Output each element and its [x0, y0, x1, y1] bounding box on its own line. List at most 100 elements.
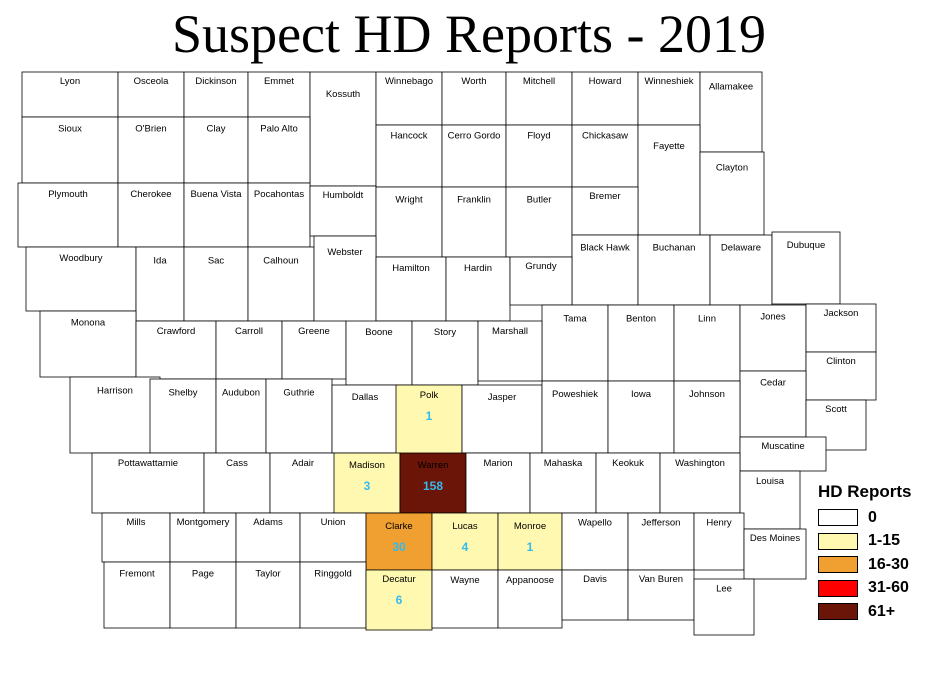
county-boone [345, 320, 413, 386]
county-polk [395, 384, 463, 458]
county-name-appanoose: Appanoose [506, 575, 554, 586]
county-name-harrison: Harrison [97, 386, 133, 397]
county-monroe [497, 512, 563, 571]
county-shelby [149, 378, 217, 454]
county-count-madison: 3 [364, 479, 371, 493]
county-name-washington: Washington [675, 458, 725, 469]
county-hardin [445, 256, 511, 322]
county-name-plymouth: Plymouth [48, 189, 88, 200]
county-name-taylor: Taylor [255, 569, 280, 580]
county-jones [739, 304, 807, 372]
labels-layer: Lyon Osceola Dickinson Emmet Kossuth Winnebag… [48, 76, 858, 607]
county-grundy [509, 256, 573, 306]
legend-item-2: 16-30 [818, 553, 936, 577]
county-des-moines [743, 528, 807, 580]
county-monona [39, 310, 137, 378]
legend-label: 1-15 [868, 532, 901, 550]
county-name-iowa: Iowa [631, 389, 652, 400]
county-keokuk [595, 452, 661, 514]
county-page [169, 561, 237, 629]
county-name-howard: Howard [589, 76, 622, 87]
county-name-o-brien: O'Brien [135, 124, 166, 135]
county-name-butler: Butler [527, 194, 552, 205]
counties-layer [17, 71, 877, 636]
county-name-henry: Henry [706, 518, 732, 529]
county-name-buchanan: Buchanan [653, 242, 696, 253]
county-name-hamilton: Hamilton [392, 263, 430, 274]
county-name-montgomery: Montgomery [177, 517, 230, 528]
county-name-marion: Marion [483, 458, 512, 469]
county-name-mills: Mills [127, 517, 146, 528]
county-name-franklin: Franklin [457, 194, 491, 205]
county-name-winnebago: Winnebago [385, 76, 433, 87]
county-name-pottawattamie: Pottawattamie [118, 458, 178, 469]
county-mitchell [505, 71, 573, 126]
county-name-page: Page [192, 569, 214, 580]
county-marshall [477, 320, 543, 382]
legend-label: 0 [868, 508, 877, 526]
legend-swatch [818, 509, 858, 527]
county-name-mahaska: Mahaska [544, 458, 583, 469]
county-pocahontas [247, 182, 311, 248]
county-name-monroe: Monroe [514, 521, 546, 532]
county-name-clayton: Clayton [716, 162, 748, 173]
county-crawford [135, 320, 217, 380]
county-montgomery [169, 512, 237, 563]
county-name-cedar: Cedar [760, 378, 786, 389]
county-name-carroll: Carroll [235, 326, 263, 337]
county-name-winneshiek: Winneshiek [644, 76, 693, 87]
county-name-wright: Wright [395, 194, 423, 205]
county-appanoose [497, 569, 563, 629]
county-fremont [103, 561, 171, 629]
county-count-clarke: 30 [392, 540, 406, 554]
county-name-van-buren: Van Buren [639, 574, 683, 585]
county-humboldt [309, 185, 377, 237]
legend-label: 31-60 [868, 579, 909, 597]
county-name-kossuth: Kossuth [326, 89, 360, 100]
county-name-scott: Scott [825, 404, 847, 415]
legend-label: 61+ [868, 602, 896, 620]
county-audubon [215, 378, 267, 454]
county-name-woodbury: Woodbury [59, 253, 102, 264]
county-black-hawk [571, 234, 639, 306]
county-name-ida: Ida [153, 255, 167, 266]
county-dubuque [771, 231, 841, 305]
county-webster [313, 235, 377, 323]
county-name-dallas: Dallas [352, 392, 379, 403]
county-name-adams: Adams [253, 517, 283, 528]
county-name-johnson: Johnson [689, 389, 725, 400]
county-lyon [21, 71, 119, 118]
county-name-jackson: Jackson [824, 308, 859, 319]
county-name-webster: Webster [327, 247, 362, 258]
county-name-wayne: Wayne [450, 575, 479, 586]
county-madison [333, 452, 401, 514]
county-name-lyon: Lyon [60, 76, 80, 87]
county-name-audubon: Audubon [222, 387, 260, 398]
county-name-guthrie: Guthrie [283, 387, 314, 398]
county-name-delaware: Delaware [721, 242, 761, 253]
county-greene [281, 320, 347, 380]
county-name-fremont: Fremont [119, 569, 155, 580]
county-van-buren [627, 569, 695, 621]
county-name-pocahontas: Pocahontas [254, 189, 304, 200]
county-name-worth: Worth [461, 76, 486, 87]
county-washington [659, 452, 741, 514]
legend-title: HD Reports [818, 482, 912, 501]
county-name-dubuque: Dubuque [787, 240, 826, 251]
county-name-black-hawk: Black Hawk [580, 242, 630, 253]
county-name-calhoun: Calhoun [263, 255, 298, 266]
county-name-linn: Linn [698, 314, 716, 325]
county-name-boone: Boone [365, 327, 392, 338]
county-dallas [331, 384, 399, 454]
county-name-lee: Lee [716, 583, 732, 594]
county-name-osceola: Osceola [134, 76, 170, 87]
county-name-shelby: Shelby [168, 387, 197, 398]
county-buena-vista [183, 182, 249, 248]
county-name-cherokee: Cherokee [130, 189, 171, 200]
county-muscatine [739, 436, 827, 472]
county-howard [571, 71, 639, 126]
county-louisa [739, 470, 801, 530]
county-union [299, 512, 367, 563]
county-name-des-moines: Des Moines [750, 533, 800, 544]
county-name-clay: Clay [206, 124, 225, 135]
